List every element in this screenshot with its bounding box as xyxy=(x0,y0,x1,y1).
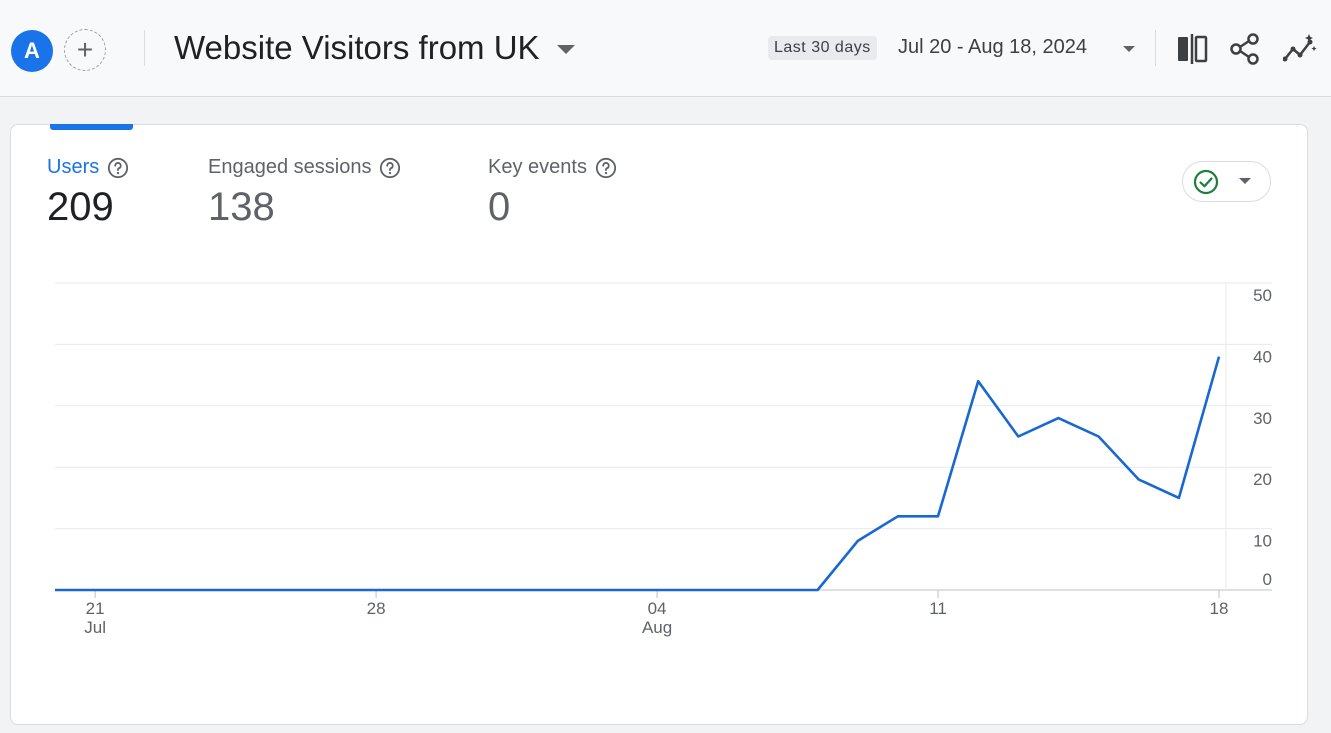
date-range-chip[interactable]: Last 30 days xyxy=(768,36,877,60)
x-tick-label: 18 xyxy=(1210,599,1229,618)
y-tick-label: 0 xyxy=(1263,570,1272,589)
metric-value: 0 xyxy=(488,185,511,229)
metric-tab-users[interactable]: Users 209 xyxy=(47,156,129,230)
y-tick-label: 20 xyxy=(1253,470,1272,489)
date-range-text[interactable]: Jul 20 - Aug 18, 2024 xyxy=(898,36,1088,58)
series-line xyxy=(55,356,1221,592)
x-tick-sublabel: Aug xyxy=(642,618,672,637)
check-circle-icon xyxy=(1193,169,1219,195)
y-tick-label: 10 xyxy=(1253,532,1272,551)
help-icon[interactable] xyxy=(107,157,129,179)
metric-tab-key-events[interactable]: Key events 0 xyxy=(488,156,617,230)
chevron-down-icon[interactable] xyxy=(1239,178,1251,184)
top-bar: A + Website Visitors from UK Last 30 day… xyxy=(0,0,1331,97)
active-tab-indicator xyxy=(50,124,133,130)
x-tick-label: 04 xyxy=(648,599,667,618)
metric-value: 209 xyxy=(47,185,114,229)
y-tick-label: 40 xyxy=(1253,347,1272,366)
add-comparison-button[interactable]: + xyxy=(64,29,106,71)
metric-value: 138 xyxy=(208,185,275,229)
metric-label: Users xyxy=(47,156,100,178)
share-icon[interactable] xyxy=(1228,32,1262,66)
compare-icon[interactable] xyxy=(1175,32,1209,66)
date-range-chevron-icon[interactable] xyxy=(1123,46,1135,52)
y-tick-label: 50 xyxy=(1253,286,1272,305)
help-icon[interactable] xyxy=(595,157,617,179)
x-tick-label: 28 xyxy=(367,599,386,618)
y-tick-label: 30 xyxy=(1253,409,1272,428)
divider xyxy=(1155,30,1156,66)
data-quality-button[interactable] xyxy=(1182,161,1271,202)
x-tick-sublabel: Jul xyxy=(84,618,106,637)
x-tick-label: 11 xyxy=(929,599,947,618)
divider xyxy=(144,30,145,66)
metrics-card xyxy=(10,124,1308,725)
help-icon[interactable] xyxy=(379,157,401,179)
x-tick-label: 21 xyxy=(86,599,105,618)
chevron-down-icon[interactable] xyxy=(557,45,575,54)
property-avatar[interactable]: A xyxy=(11,30,53,72)
report-title[interactable]: Website Visitors from UK xyxy=(174,29,540,66)
metric-tab-engaged-sessions[interactable]: Engaged sessions 138 xyxy=(208,156,401,230)
metric-label: Key events xyxy=(488,156,587,178)
metric-label: Engaged sessions xyxy=(208,156,372,178)
insights-icon[interactable] xyxy=(1283,32,1317,66)
